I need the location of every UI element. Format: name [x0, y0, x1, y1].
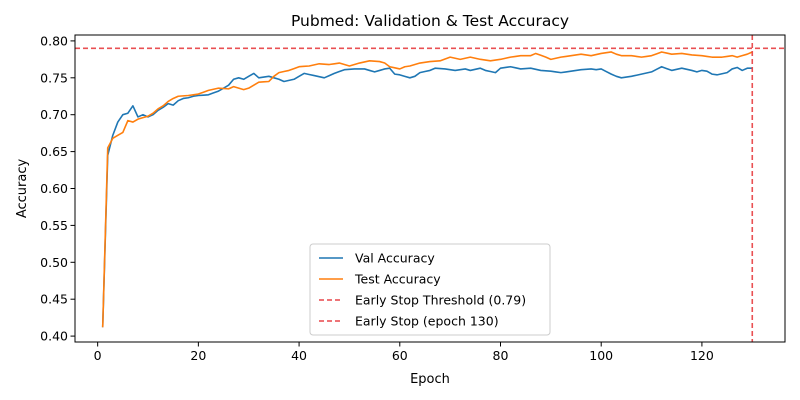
legend: Val Accuracy Test Accuracy Early Stop Th… — [309, 243, 551, 336]
series-line-test — [101, 51, 753, 328]
y-tick-label: 0.80 — [40, 33, 68, 48]
series-line-val — [101, 65, 753, 328]
x-tick-label: 100 — [589, 348, 613, 363]
legend-box — [309, 243, 551, 336]
y-tick-label: 0.75 — [40, 70, 68, 85]
x-axis-title: Epoch — [410, 372, 450, 387]
y-axis-ticks: 0.40 0.45 0.50 0.55 0.60 0.65 0.70 0.75 0.80 — [40, 33, 75, 344]
y-tick-label: 0.70 — [40, 107, 68, 122]
x-tick-label: 40 — [291, 348, 307, 363]
x-tick-label: 120 — [690, 348, 714, 363]
y-tick-label: 0.65 — [40, 144, 68, 159]
x-axis-ticks: 0 20 40 60 80 100 120 — [94, 342, 714, 363]
legend-label-threshold: Early Stop Threshold (0.79) — [355, 293, 526, 308]
x-tick-label: 20 — [190, 348, 206, 363]
x-tick-label: 0 — [94, 348, 102, 363]
series-group — [101, 51, 753, 328]
chart-title: Pubmed: Validation & Test Accuracy — [291, 12, 569, 30]
y-tick-label: 0.60 — [40, 181, 68, 196]
y-axis-title: Accuracy — [15, 159, 30, 219]
legend-label-test: Test Accuracy — [354, 272, 441, 287]
y-tick-label: 0.45 — [40, 292, 68, 307]
plot-area — [75, 35, 785, 342]
legend-label-val: Val Accuracy — [355, 251, 435, 266]
reference-lines — [75, 35, 785, 342]
legend-label-early-stop: Early Stop (epoch 130) — [355, 314, 499, 329]
y-tick-label: 0.50 — [40, 255, 68, 270]
y-tick-label: 0.40 — [40, 329, 68, 344]
x-tick-label: 80 — [493, 348, 509, 363]
y-tick-label: 0.55 — [40, 218, 68, 233]
x-tick-label: 60 — [392, 348, 408, 363]
